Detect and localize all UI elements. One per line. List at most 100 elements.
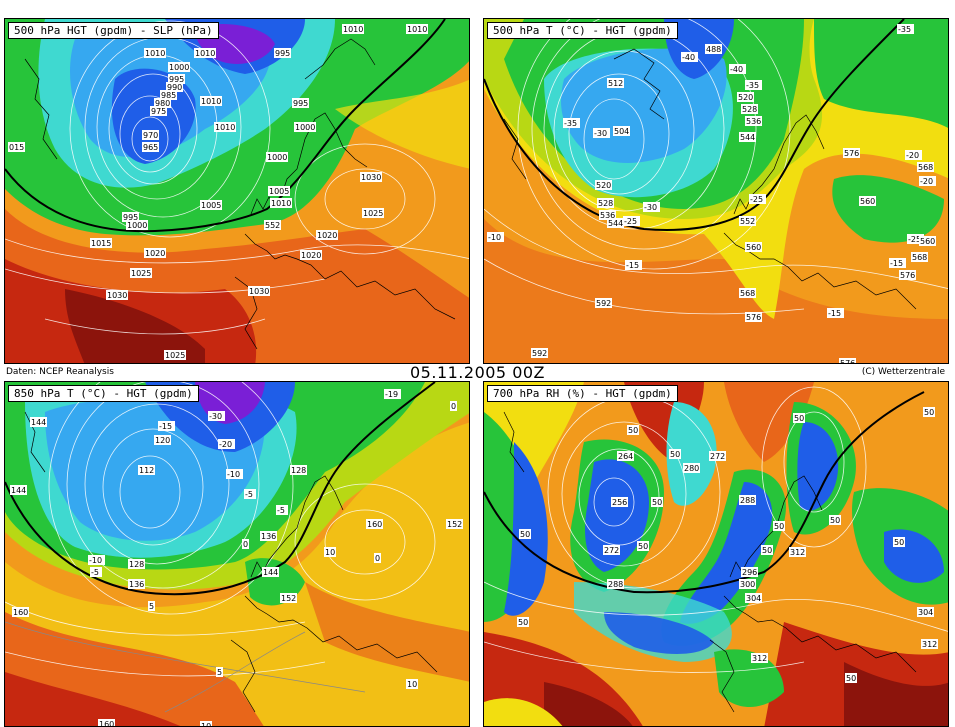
contour-label: -5 [277, 506, 285, 515]
contour-label-box [264, 220, 281, 230]
contour-label-box [919, 176, 936, 186]
850hpa-temperature-map-panel: -19 0 -30 144 -15 120 -20 -10 112 128 144 -5 -5 160 15… [4, 381, 470, 727]
contour-label: 5 [149, 602, 154, 611]
contour-label-box [905, 150, 922, 160]
contour-label: 1025 [363, 209, 383, 218]
contour-label: 10 [407, 680, 417, 689]
contour-label-box [595, 180, 612, 190]
contour-label: 520 [596, 181, 611, 190]
contour-label: 970 [143, 131, 158, 140]
contour-label: -30 [594, 129, 607, 138]
contour-label: 1000 [127, 221, 147, 230]
contour-label-box [242, 539, 249, 549]
contour-label: 504 [614, 127, 629, 136]
contour-label: 10 [201, 722, 211, 727]
contour-label: 152 [447, 520, 462, 529]
contour-label-box [789, 547, 806, 557]
contour-label-box [160, 90, 177, 100]
contour-label-box [683, 463, 700, 473]
contour-label: 560 [746, 243, 761, 252]
contour-label-box [745, 80, 762, 90]
contour-label-box [599, 210, 616, 220]
contour-label: 536 [600, 211, 615, 220]
contour-label-box [531, 348, 548, 358]
contour-label: 592 [532, 349, 547, 358]
contour-label: 312 [790, 548, 805, 557]
panel-title: 500 hPa T (°C) - HGT (gpdm) [487, 22, 678, 39]
contour-label: 568 [912, 253, 927, 262]
contour-label: 0 [451, 402, 456, 411]
contour-label-box [406, 679, 418, 689]
contour-label-box [643, 202, 660, 212]
contour-label-box [637, 541, 649, 551]
contour-label: 560 [860, 197, 875, 206]
contour-label: 0 [375, 554, 380, 563]
contour-label: -30 [644, 203, 657, 212]
contour-label: 300 [740, 580, 755, 589]
contour-label: 1030 [361, 173, 381, 182]
contour-label-box [617, 451, 634, 461]
contour-label: -15 [828, 309, 841, 318]
contour-label-box [859, 196, 876, 206]
contour-label-box [12, 607, 29, 617]
contour-label-box [88, 555, 105, 565]
contour-label: 280 [684, 464, 699, 473]
contour-label: -15 [890, 259, 903, 268]
contour-label-box [450, 401, 457, 411]
contour-label-box [166, 82, 183, 92]
contour-label: 576 [844, 149, 859, 158]
contour-label-box [597, 198, 614, 208]
contour-label-box [374, 553, 381, 563]
contour-label: 5 [217, 668, 222, 677]
contour-label-box [625, 260, 642, 270]
contour-label: -25 [908, 235, 921, 244]
contour-label-box [745, 312, 762, 322]
contour-label-box [739, 495, 756, 505]
contour-label: 50 [830, 516, 840, 525]
contour-label-box [362, 208, 384, 218]
contour-label: 112 [139, 466, 154, 475]
contour-label-box [627, 425, 639, 435]
contour-label-box [266, 152, 288, 162]
slp-height-map-panel: 1010 1010 1010 1010 995 1000 995 990 985 980 975 10… [4, 18, 470, 364]
contour-label: -35 [564, 119, 577, 128]
contour-label: 256 [612, 498, 627, 507]
contour-label: 990 [167, 83, 182, 92]
copyright-credit: (C) Wetterzentrale [861, 367, 945, 377]
contour-label: 136 [261, 532, 276, 541]
contour-label: 136 [129, 580, 144, 589]
contour-label: 50 [670, 450, 680, 459]
contour-label: -19 [385, 390, 398, 399]
contour-label: 1000 [267, 153, 287, 162]
contour-label-box [90, 567, 102, 577]
contour-label: 272 [604, 546, 619, 555]
contour-label: 1030 [249, 287, 269, 296]
data-source-label: Daten: NCEP Reanalysis [6, 367, 114, 377]
contour-label: -10 [89, 556, 102, 565]
contour-label: -20 [906, 151, 919, 160]
contour-label-box [761, 545, 773, 555]
contour-label: 1020 [145, 249, 165, 258]
contour-label-box [292, 98, 309, 108]
contour-label: 576 [746, 313, 761, 322]
contour-labels: 50 50 50 264 50 272 280 256 50 288 50 50 50 50 272 50 31… [517, 407, 938, 683]
contour-label: 544 [608, 219, 623, 228]
contour-label: 488 [706, 45, 721, 54]
contour-label: 144 [263, 568, 278, 577]
contour-label-box [138, 465, 155, 475]
contour-label-box [745, 593, 762, 603]
contour-label-box [595, 298, 612, 308]
panel-title: 500 hPa HGT (gpdm) - SLP (hPa) [8, 22, 219, 39]
contour-label-box [274, 48, 291, 58]
contour-label-box [921, 639, 938, 649]
contour-label-box [613, 126, 630, 136]
contour-label-box [90, 238, 112, 248]
contour-label: 128 [291, 466, 306, 475]
contour-label: 50 [846, 674, 856, 683]
contour-label-box [30, 417, 47, 427]
contour-label-box [270, 198, 292, 208]
contour-label: 1020 [301, 251, 321, 260]
contour-label: 995 [123, 213, 138, 222]
contour-label: 160 [99, 720, 114, 727]
contour-label: 1005 [269, 187, 289, 196]
